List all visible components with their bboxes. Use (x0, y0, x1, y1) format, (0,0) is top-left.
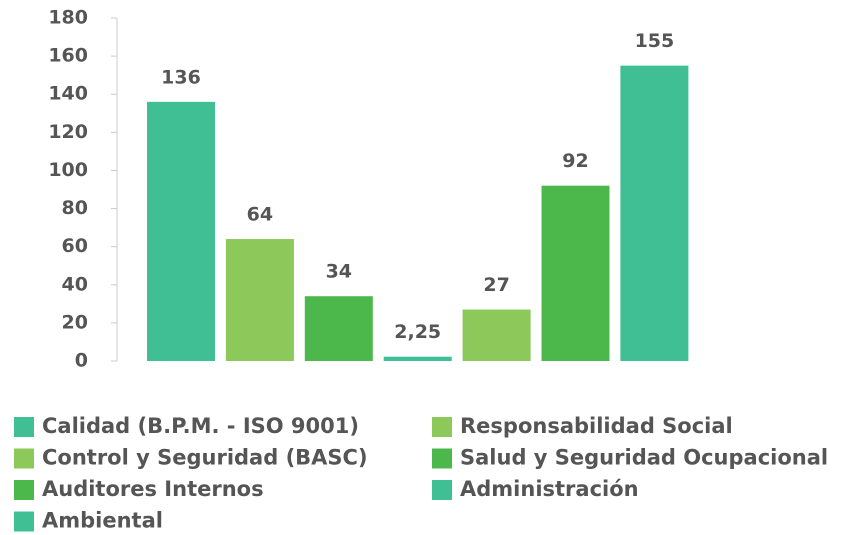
legend-label: Ambiental (42, 509, 163, 533)
bar (462, 309, 531, 361)
value-label: 64 (247, 204, 273, 226)
legend-label: Administración (460, 477, 639, 501)
bar (147, 101, 215, 361)
y-tick-label: 120 (48, 121, 88, 143)
value-label: 27 (483, 274, 509, 296)
y-tick-label: 80 (62, 197, 88, 219)
y-tick-label: 0 (75, 350, 88, 372)
bar (620, 65, 689, 361)
legend-swatch (14, 511, 34, 532)
bar (383, 356, 452, 361)
y-tick-label: 60 (62, 235, 88, 257)
y-tick-label: 140 (48, 83, 88, 105)
legend-swatch (432, 480, 452, 500)
y-tick-label: 100 (48, 159, 88, 181)
y-tick-label: 180 (48, 7, 88, 29)
y-tick-label: 20 (62, 311, 88, 333)
bar (541, 185, 610, 361)
value-label: 92 (562, 150, 588, 172)
legend-swatch (432, 448, 452, 469)
legend-swatch (14, 417, 34, 437)
legend-label: Responsabilidad Social (460, 414, 733, 438)
legend-label: Control y Seguridad (BASC) (42, 446, 368, 470)
value-label: 2,25 (394, 321, 441, 343)
value-label: 34 (326, 261, 352, 283)
value-label: 155 (635, 30, 675, 52)
legend-swatch (432, 417, 452, 437)
bar (225, 239, 294, 361)
y-tick-label: 40 (62, 273, 88, 295)
legend-label: Salud y Seguridad Ocupacional (460, 446, 828, 470)
legend-swatch (14, 448, 34, 469)
legend-label: Auditores Internos (42, 477, 264, 501)
legend-label: Calidad (B.P.M. - ISO 9001) (42, 414, 359, 438)
legend-swatch (14, 480, 34, 500)
value-label: 136 (161, 66, 201, 88)
y-tick-label: 160 (48, 45, 88, 67)
bar (304, 296, 373, 361)
